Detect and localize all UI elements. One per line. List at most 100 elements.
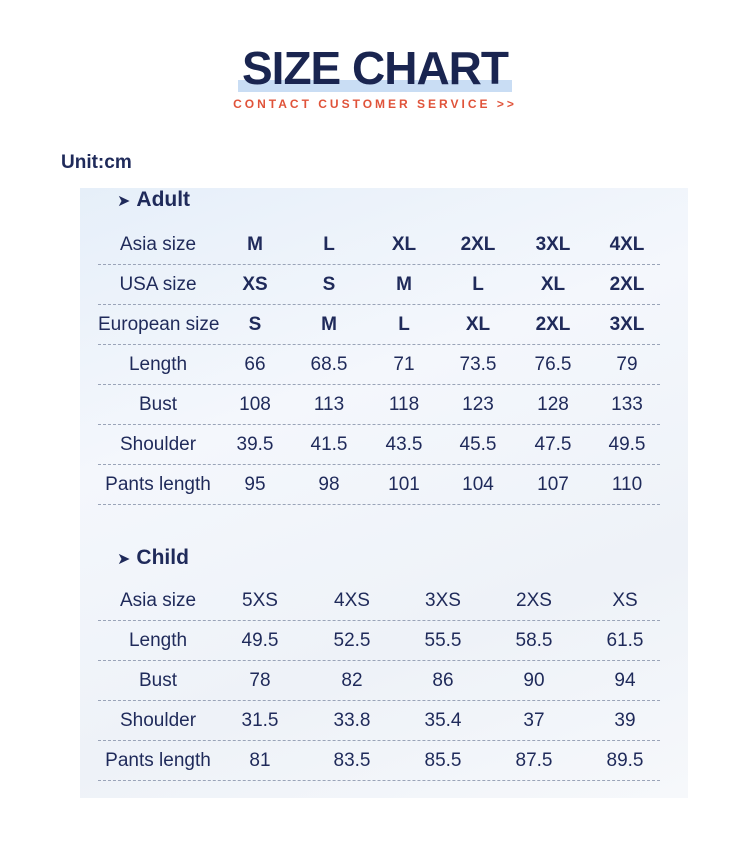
adult-title-text: Adult xyxy=(136,188,191,211)
table-cell: 31.5 xyxy=(241,710,279,731)
table-cell: 35.4 xyxy=(424,710,462,731)
table-row: Pants length 95 98 101 104 107 110 xyxy=(98,465,660,505)
table-cell: 123 xyxy=(462,394,494,415)
table-cell: 39.5 xyxy=(236,434,274,455)
table-cell: 79 xyxy=(616,354,638,375)
table-cell: 3XL xyxy=(535,234,571,255)
table-cell: 37 xyxy=(523,710,545,731)
table-cell: XS xyxy=(242,274,268,295)
table-cell: 104 xyxy=(462,474,494,495)
table-cell: 86 xyxy=(432,670,454,691)
table-cell: 101 xyxy=(388,474,420,495)
table-row: Length 66 68.5 71 73.5 76.5 79 xyxy=(98,345,660,385)
table-cell: 113 xyxy=(313,394,345,415)
table-cell: XL xyxy=(540,274,566,295)
table-cell: 118 xyxy=(388,394,420,415)
table-cell: M xyxy=(396,274,412,295)
table-cell: M xyxy=(321,314,337,335)
table-cell: 33.8 xyxy=(333,710,371,731)
row-label: Bust xyxy=(138,394,178,415)
table-cell: 82 xyxy=(341,670,363,691)
arrow-right-icon: ➤ xyxy=(117,193,131,210)
adult-section-title: ➤ Adult xyxy=(117,188,190,212)
table-cell: 87.5 xyxy=(515,750,553,771)
row-label: Asia size xyxy=(119,590,197,611)
table-cell: M xyxy=(247,234,263,255)
table-cell: 83.5 xyxy=(333,750,371,771)
table-cell: 98 xyxy=(318,474,340,495)
table-cell: 110 xyxy=(611,474,643,495)
table-row: Shoulder 39.5 41.5 43.5 45.5 47.5 49.5 xyxy=(98,425,660,465)
row-label: Asia size xyxy=(119,234,197,255)
table-cell: 2XL xyxy=(460,234,496,255)
table-cell: 49.5 xyxy=(608,434,646,455)
table-cell: 47.5 xyxy=(534,434,572,455)
table-cell: 49.5 xyxy=(241,630,279,651)
row-label: Pants length xyxy=(105,474,211,495)
table-cell: 133 xyxy=(611,394,643,415)
table-cell: L xyxy=(323,234,335,255)
table-cell: XS xyxy=(612,590,638,611)
table-cell: XL xyxy=(465,314,491,335)
table-cell: S xyxy=(322,274,336,295)
table-cell: 66 xyxy=(244,354,266,375)
table-cell: 76.5 xyxy=(534,354,572,375)
table-cell: 94 xyxy=(614,670,636,691)
title-area: SIZE CHART xyxy=(0,40,750,96)
page-title: SIZE CHART xyxy=(238,40,512,96)
table-cell: 2XL xyxy=(609,274,645,295)
table-cell: 71 xyxy=(393,354,415,375)
table-cell: 107 xyxy=(537,474,569,495)
size-table-panel xyxy=(80,188,688,798)
table-cell: 4XS xyxy=(334,590,370,611)
arrow-right-icon: ➤ xyxy=(117,551,131,568)
table-cell: L xyxy=(398,314,410,335)
table-cell: XL xyxy=(391,234,417,255)
row-label: Shoulder xyxy=(119,434,197,455)
table-cell: 58.5 xyxy=(515,630,553,651)
table-row: Bust 78 82 86 90 94 xyxy=(98,661,660,701)
table-cell: 68.5 xyxy=(310,354,348,375)
table-cell: 3XS xyxy=(425,590,461,611)
table-cell: 55.5 xyxy=(424,630,462,651)
table-row: Shoulder 31.5 33.8 35.4 37 39 xyxy=(98,701,660,741)
table-cell: S xyxy=(248,314,262,335)
table-row: USA size XS S M L XL 2XL xyxy=(98,265,660,305)
table-cell: 4XL xyxy=(609,234,645,255)
table-cell: 128 xyxy=(537,394,569,415)
row-label: Length xyxy=(128,630,188,651)
table-cell: 3XL xyxy=(609,314,645,335)
table-row: European size S M L XL 2XL 3XL xyxy=(98,305,660,345)
table-cell: 61.5 xyxy=(606,630,644,651)
table-cell: L xyxy=(472,274,484,295)
table-cell: 95 xyxy=(244,474,266,495)
table-cell: 2XL xyxy=(535,314,571,335)
table-cell: 90 xyxy=(523,670,545,691)
table-cell: 89.5 xyxy=(606,750,644,771)
table-cell: 45.5 xyxy=(459,434,497,455)
child-section-title: ➤ Child xyxy=(117,546,189,570)
table-row: Bust 108 113 118 123 128 133 xyxy=(98,385,660,425)
contact-customer-service-link[interactable]: CONTACT CUSTOMER SERVICE >> xyxy=(233,97,517,111)
row-label: European size xyxy=(98,314,220,335)
table-cell: 78 xyxy=(249,670,271,691)
row-label: Bust xyxy=(138,670,178,691)
page-title-text: SIZE CHART xyxy=(242,42,509,94)
table-row: Asia size M L XL 2XL 3XL 4XL xyxy=(98,225,660,265)
table-cell: 5XS xyxy=(242,590,278,611)
row-label: Pants length xyxy=(105,750,211,771)
row-label: Length xyxy=(128,354,188,375)
table-cell: 73.5 xyxy=(459,354,497,375)
table-row: Length 49.5 52.5 55.5 58.5 61.5 xyxy=(98,621,660,661)
table-cell: 108 xyxy=(239,394,271,415)
child-size-table: Asia size 5XS 4XS 3XS 2XS XS Length 49.5 52.5 55.… xyxy=(98,581,660,781)
table-cell: 52.5 xyxy=(333,630,371,651)
child-title-text: Child xyxy=(136,546,189,569)
table-row: Pants length 81 83.5 85.5 87.5 89.5 xyxy=(98,741,660,781)
row-label: USA size xyxy=(119,274,197,295)
adult-size-table: Asia size M L XL 2XL 3XL 4XL USA size XS S M L XL 2XL… xyxy=(98,225,660,505)
row-label: Shoulder xyxy=(119,710,197,731)
table-row: Asia size 5XS 4XS 3XS 2XS XS xyxy=(98,581,660,621)
unit-label: Unit:cm xyxy=(61,152,132,173)
table-cell: 43.5 xyxy=(385,434,423,455)
